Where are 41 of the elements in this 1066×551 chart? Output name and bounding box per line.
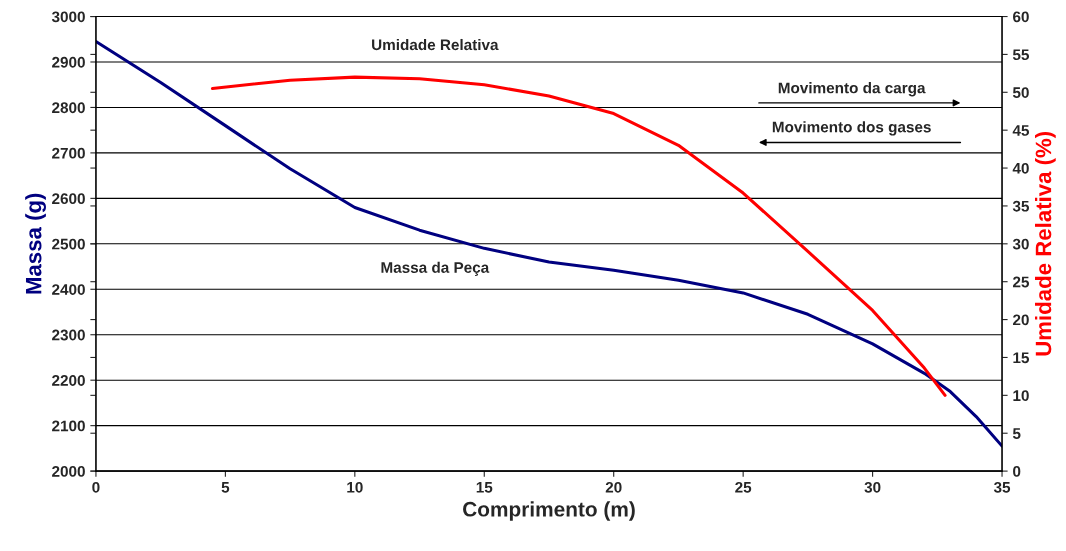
y2-tick-label: 25 [1012, 276, 1030, 288]
y-tick-label: 2500 [52, 238, 85, 250]
annotation: Movimento da carga [778, 82, 926, 97]
y2-tick-label: 0 [1013, 465, 1021, 477]
x-axis-title: Comprimento (m) [463, 501, 635, 521]
x-tick-label: 25 [735, 481, 752, 493]
line-series [95, 40, 1003, 448]
y2-tick-label: 15 [1013, 352, 1030, 364]
y2-tick-label: 20 [1012, 314, 1029, 326]
y-tick-label: 2800 [52, 102, 85, 114]
y2-tick-label: 40 [1012, 162, 1029, 174]
x-tick-label: 15 [476, 482, 493, 493]
x-tick-label: 30 [864, 481, 881, 493]
line-series [210, 75, 947, 397]
y2-tick-label: 30 [1012, 238, 1029, 250]
x-tick-label: 35 [993, 481, 1011, 493]
y2-tick-label: 35 [1012, 200, 1030, 212]
x-tick-label: 5 [221, 482, 230, 493]
y-tick-label: 3000 [51, 11, 85, 23]
y2-tick-label: 50 [1012, 87, 1029, 98]
y2-tick-label: 60 [1013, 11, 1029, 23]
y2-axis-title: Umidade Relativa (%) [1035, 131, 1056, 356]
y-tick-label: 2000 [52, 465, 85, 477]
y-tick-label: 2200 [52, 375, 85, 386]
x-tick-label: 10 [347, 481, 363, 493]
y-axis-title: Massa (g) [25, 193, 46, 294]
x-tick-label: 0 [92, 481, 100, 493]
y2-tick-label: 5 [1012, 428, 1021, 439]
y2-tick-label: 10 [1013, 390, 1029, 402]
annotation: Massa da Peça [381, 261, 490, 276]
annotation: Umidade Relativa [372, 38, 499, 51]
y2-tick-label: 55 [1012, 49, 1030, 61]
y-tick-label: 2900 [52, 56, 85, 68]
x-tick-label: 20 [605, 481, 622, 493]
annotation: Movimento dos gases [772, 121, 931, 136]
y2-tick-label: 45 [1012, 125, 1030, 136]
y-tick-label: 2400 [52, 284, 85, 295]
y-tick-label: 2600 [52, 193, 85, 205]
y-tick-label: 2700 [52, 147, 85, 159]
y-tick-label: 2300 [52, 329, 85, 341]
y-tick-label: 2100 [52, 420, 85, 432]
